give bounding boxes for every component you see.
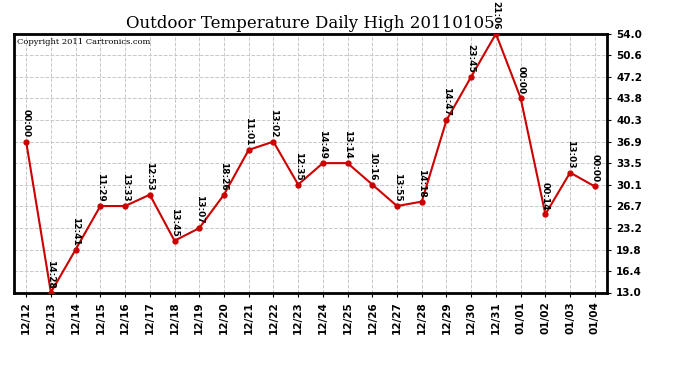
Text: 23:45: 23:45: [466, 44, 475, 72]
Text: 13:07: 13:07: [195, 195, 204, 224]
Text: 11:29: 11:29: [96, 173, 105, 202]
Text: 13:55: 13:55: [393, 173, 402, 202]
Text: 13:45: 13:45: [170, 208, 179, 237]
Text: 00:14: 00:14: [541, 182, 550, 210]
Text: 13:02: 13:02: [269, 109, 278, 138]
Text: Copyright 2011 Cartronics.com: Copyright 2011 Cartronics.com: [17, 38, 150, 46]
Text: 21:06: 21:06: [491, 1, 500, 30]
Text: 14:49: 14:49: [318, 130, 327, 159]
Text: 00:00: 00:00: [591, 154, 600, 182]
Text: 11:01: 11:01: [244, 117, 253, 146]
Text: 14:28: 14:28: [46, 260, 55, 288]
Text: 00:00: 00:00: [21, 110, 30, 138]
Text: 18:26: 18:26: [219, 162, 228, 190]
Text: 00:00: 00:00: [516, 66, 525, 94]
Text: 12:41: 12:41: [71, 217, 80, 245]
Text: 12:35: 12:35: [294, 152, 303, 180]
Text: 13:03: 13:03: [566, 140, 575, 168]
Text: 14:47: 14:47: [442, 87, 451, 116]
Text: 13:33: 13:33: [121, 173, 130, 202]
Text: 10:16: 10:16: [368, 152, 377, 180]
Text: 12:53: 12:53: [146, 162, 155, 190]
Text: 14:18: 14:18: [417, 169, 426, 198]
Title: Outdoor Temperature Daily High 20110105: Outdoor Temperature Daily High 20110105: [126, 15, 495, 32]
Text: 13:14: 13:14: [343, 130, 352, 159]
